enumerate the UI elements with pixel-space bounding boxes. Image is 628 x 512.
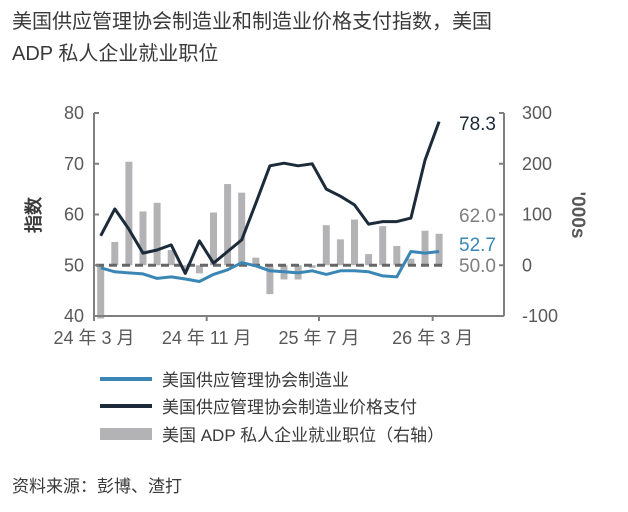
x-tick-label: 25 年 7 月 [278, 328, 359, 348]
legend-swatch-dark-line [100, 403, 152, 408]
legend-swatch-gray-bar [100, 427, 152, 440]
adp-bar [435, 233, 443, 266]
title-line-2: ADP 私人企业就业职位 [12, 43, 219, 65]
adp-bar [125, 161, 133, 266]
right-tick-label: 100 [522, 205, 552, 225]
left-tick-label: 80 [64, 103, 84, 123]
right-axis-title: '000s [567, 192, 588, 239]
adp-bar [407, 258, 415, 266]
adp-bar [167, 250, 175, 266]
legend-item-ism-prices-paid: 美国供应管理协会制造业价格支付 [100, 393, 417, 418]
adp-bar [336, 239, 344, 266]
adp-bar [238, 192, 246, 266]
adp-bar [421, 230, 429, 266]
adp-bar [195, 265, 203, 274]
legend-item-ism-manufacturing: 美国供应管理协会制造业 [100, 366, 349, 391]
labels-group: 78.3 62.0 52.750.0 [459, 114, 496, 277]
axes-group: 80 70 60 50 40 300 200 100 0 -100 24 年 3 月 24 年 11 … [23, 103, 588, 348]
source-note: 资料来源：彭博、渣打 [12, 477, 182, 496]
end-value-label: 78.3 [459, 114, 496, 135]
right-tick-label: -100 [522, 306, 558, 326]
adp-bar [351, 219, 358, 266]
adp-bar [308, 265, 316, 268]
adp-bar [379, 226, 387, 266]
adp-bar [139, 211, 147, 266]
left-tick-label: 40 [64, 306, 84, 326]
adp-bar [322, 225, 330, 266]
legend-label: 美国供应管理协会制造业价格支付 [162, 398, 417, 417]
end-value-label: 50.0 [459, 256, 496, 277]
left-axis-title: 指数 [23, 196, 44, 233]
adp-bar [252, 257, 260, 266]
left-tick-label: 50 [64, 255, 84, 275]
lines-group [99, 121, 441, 283]
legend-item-adp-employment: 美国 ADP 私人企业就业职位（右轴） [100, 421, 444, 446]
x-tick-label: 26 年 3 月 [392, 328, 473, 348]
adp-bar [210, 212, 217, 266]
legend-label: 美国供应管理协会制造业 [162, 371, 349, 390]
adp-bar [153, 202, 161, 266]
legend-swatch-blue-line [100, 376, 152, 381]
left-tick-label: 70 [64, 154, 84, 174]
end-value-label: 62.0 [459, 206, 496, 227]
x-tick-label: 24 年 11 月 [162, 328, 252, 348]
adp-bar [97, 265, 105, 319]
series-line [99, 121, 441, 275]
left-tick-label: 60 [64, 205, 84, 225]
end-value-label: 52.7 [459, 235, 496, 256]
right-tick-label: 300 [522, 103, 552, 123]
x-tick-label: 24 年 3 月 [53, 328, 134, 348]
title-line-1: 美国供应管理协会制造业和制造业价格支付指数，美国 [12, 11, 492, 33]
adp-bar [393, 245, 401, 266]
adp-bar [266, 265, 274, 295]
legend-label: 美国 ADP 私人企业就业职位（右轴） [162, 426, 445, 445]
bars-group [97, 161, 443, 319]
adp-bar [181, 265, 189, 271]
right-tick-label: 0 [522, 255, 532, 275]
adp-bar [224, 184, 232, 266]
right-tick-label: 200 [522, 154, 552, 174]
chart-title: 美国供应管理协会制造业和制造业价格支付指数，美国 ADP 私人企业就业职位 [12, 6, 622, 70]
adp-bar [111, 241, 119, 266]
adp-bar [365, 254, 373, 266]
